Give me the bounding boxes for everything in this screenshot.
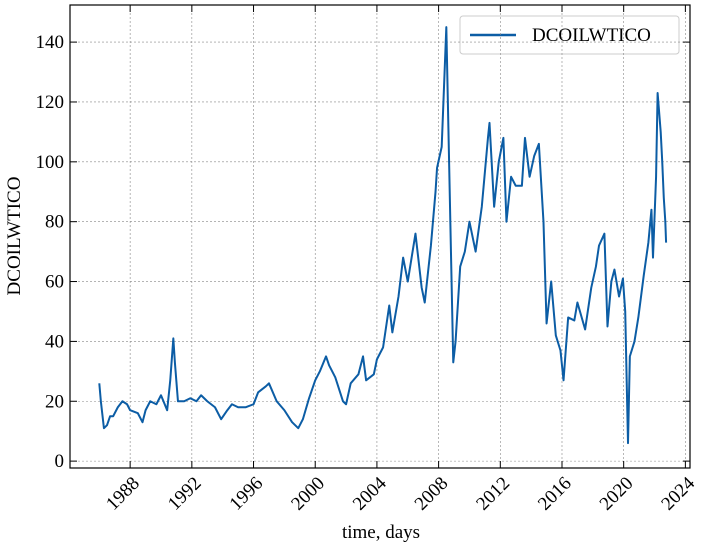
x-axis-label: time, days	[342, 522, 420, 543]
legend-label: DCOILWTICO	[532, 25, 651, 46]
y-tick-label: 80	[45, 212, 64, 233]
x-tick-label: 2008	[411, 473, 453, 515]
y-tick-label: 140	[36, 32, 65, 53]
x-tick-label: 1988	[102, 473, 144, 515]
y-tick-label: 60	[45, 272, 64, 293]
x-tick-label: 2012	[472, 473, 514, 515]
x-tick-label: 2000	[287, 473, 329, 515]
x-tick-label: 2020	[596, 473, 638, 515]
x-tick-label: 2004	[349, 473, 391, 515]
y-tick-label: 40	[45, 331, 64, 352]
plot-frame	[69, 4, 691, 469]
y-tick-label: 120	[36, 92, 65, 113]
x-tick-label: 1992	[164, 473, 206, 515]
x-tick-label: 2016	[534, 473, 576, 515]
legend-box	[459, 15, 680, 55]
y-tick-label: 100	[36, 152, 65, 173]
y-tick-label: 0	[55, 451, 65, 472]
y-axis-label: DCOILWTICO	[4, 177, 25, 296]
x-tick-label: 1996	[226, 473, 268, 515]
data-line	[98, 26, 668, 445]
legend: DCOILWTICO	[459, 15, 680, 55]
y-tick-label: 20	[45, 391, 64, 412]
x-tick-label: 2024	[657, 473, 699, 515]
